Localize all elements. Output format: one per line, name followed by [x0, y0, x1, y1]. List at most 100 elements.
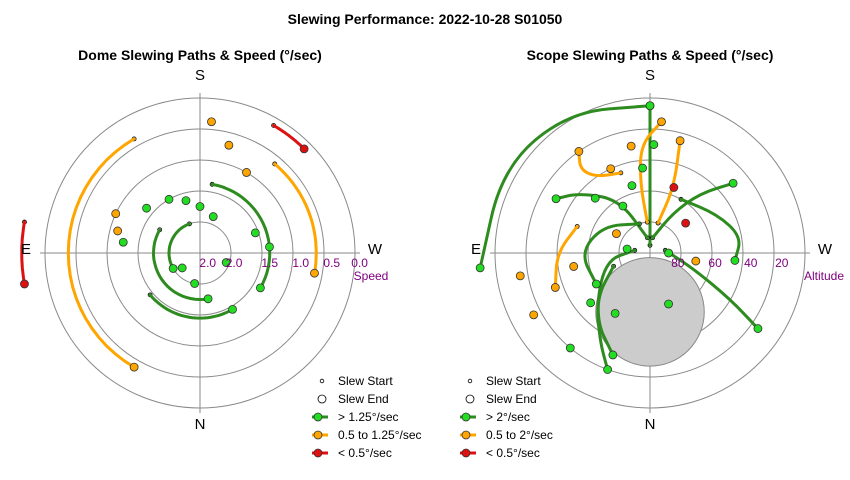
slew-end-marker	[569, 262, 579, 271]
legend-label: Slew End	[338, 392, 389, 406]
slew-path	[583, 222, 641, 286]
radial-tick-label: 80	[671, 256, 685, 270]
slew-path	[478, 104, 652, 270]
slew-end-marker	[618, 201, 628, 211]
legend-dot	[313, 412, 323, 422]
legend-end-marker	[465, 394, 475, 404]
horizon-obstruction	[595, 257, 705, 367]
slew-end-marker	[111, 209, 121, 219]
scope-direction-bottom: N	[645, 416, 656, 433]
slew-path	[167, 222, 191, 270]
slew-end-marker	[669, 183, 679, 192]
slew-end-marker	[603, 365, 612, 374]
radial-tick-label: 20	[775, 256, 789, 270]
slew-end-marker	[606, 164, 616, 174]
slew-end-marker	[164, 194, 174, 204]
slew-end-marker	[256, 283, 265, 293]
slew-end-marker	[142, 203, 151, 213]
slew-path	[651, 181, 735, 240]
slew-end-marker	[20, 279, 29, 289]
scope-panel: Scope Slewing Paths & Speed (°/sec) S N …	[460, 47, 844, 460]
scope-tick-labels: 80 60 40 20	[671, 256, 789, 270]
dome-direction-left: E	[21, 241, 31, 258]
slew-end-marker	[627, 181, 637, 191]
slew-end-marker	[753, 324, 763, 333]
legend-start-marker	[467, 378, 473, 384]
figure-title: Slewing Performance: 2022-10-28 S01050	[288, 11, 563, 27]
slew-end-marker	[664, 248, 673, 258]
slew-end-marker	[586, 298, 596, 308]
slew-end-marker	[730, 256, 740, 265]
dome-radial-axis-label: Speed	[354, 269, 389, 283]
dome-marks	[20, 117, 319, 372]
slew-end-marker	[610, 309, 620, 318]
slew-end-marker	[475, 263, 485, 273]
radial-tick-label: 1.5	[261, 256, 278, 270]
slew-path	[210, 182, 272, 290]
radial-tick-label: 60	[708, 256, 722, 270]
scope-direction-top: S	[645, 67, 655, 84]
slew-end-marker	[590, 193, 600, 203]
slew-path	[20, 220, 26, 286]
slew-end-marker	[190, 279, 200, 288]
slew-path	[66, 137, 136, 369]
dome-direction-bottom: N	[195, 416, 206, 433]
slew-end-marker	[207, 117, 216, 127]
slew-end-marker	[168, 264, 178, 273]
scope-radial-axis-label: Altitude	[804, 269, 844, 283]
slew-end-marker	[113, 226, 123, 236]
slew-end-marker	[224, 140, 234, 150]
scope-marks	[475, 101, 763, 374]
dome-panel: Dome Slewing Paths & Speed (°/sec) S N E…	[20, 47, 422, 460]
legend-label: Slew Start	[338, 374, 393, 388]
slew-end-marker	[228, 304, 237, 314]
legend-label: 0.5 to 2°/sec	[486, 428, 553, 442]
slew-end-marker	[221, 258, 231, 267]
legend-dot	[313, 448, 323, 458]
slew-end-marker	[250, 228, 260, 238]
legend-dot	[313, 430, 323, 440]
legend-dot	[461, 430, 471, 440]
scope-direction-right: W	[818, 241, 833, 258]
slew-end-marker	[638, 163, 647, 173]
slew-end-marker	[612, 229, 621, 239]
slew-end-marker	[728, 178, 738, 188]
slew-end-marker	[681, 218, 691, 228]
slew-path	[151, 228, 210, 302]
radial-tick-label: 2.0	[199, 256, 216, 270]
slew-end-marker	[208, 212, 218, 221]
legend-start-marker	[319, 378, 325, 384]
slew-end-marker	[181, 196, 191, 205]
radial-tick-label: 0.0	[351, 256, 368, 270]
slew-end-marker	[177, 263, 187, 273]
legend-label: 0.5 to 1.25°/sec	[338, 428, 422, 442]
slew-path	[554, 193, 649, 240]
slew-end-marker	[195, 202, 205, 211]
slew-end-marker	[310, 268, 319, 278]
slew-path	[273, 162, 318, 275]
slew-end-marker	[551, 194, 561, 204]
slew-end-marker	[550, 283, 560, 292]
slew-end-marker	[626, 141, 636, 151]
slew-end-marker	[203, 294, 213, 304]
scope-direction-left: E	[471, 241, 481, 258]
slew-end-marker	[565, 343, 575, 353]
slew-path	[679, 197, 741, 262]
dome-direction-top: S	[195, 67, 205, 84]
slew-path	[148, 293, 235, 320]
slew-end-marker	[691, 256, 701, 266]
dome-tick-labels: 2.0 2.0 1.5 1.0 0.5 0.0	[199, 256, 368, 270]
slew-end-marker	[657, 117, 666, 127]
legend-label: Slew End	[486, 392, 537, 406]
slew-end-marker	[515, 271, 525, 281]
slew-end-marker	[664, 299, 673, 309]
scope-panel-title: Scope Slewing Paths & Speed (°/sec)	[527, 47, 774, 63]
legend-label: > 2°/sec	[486, 410, 530, 424]
slew-end-marker	[675, 136, 685, 146]
dome-legend: Slew Start Slew End > 1.25°/sec 0.5 to 1.25…	[312, 374, 422, 460]
radial-tick-label: 2.0	[226, 256, 243, 270]
slew-end-marker	[265, 242, 274, 252]
slew-end-marker	[622, 244, 632, 254]
dome-grid	[40, 93, 360, 413]
